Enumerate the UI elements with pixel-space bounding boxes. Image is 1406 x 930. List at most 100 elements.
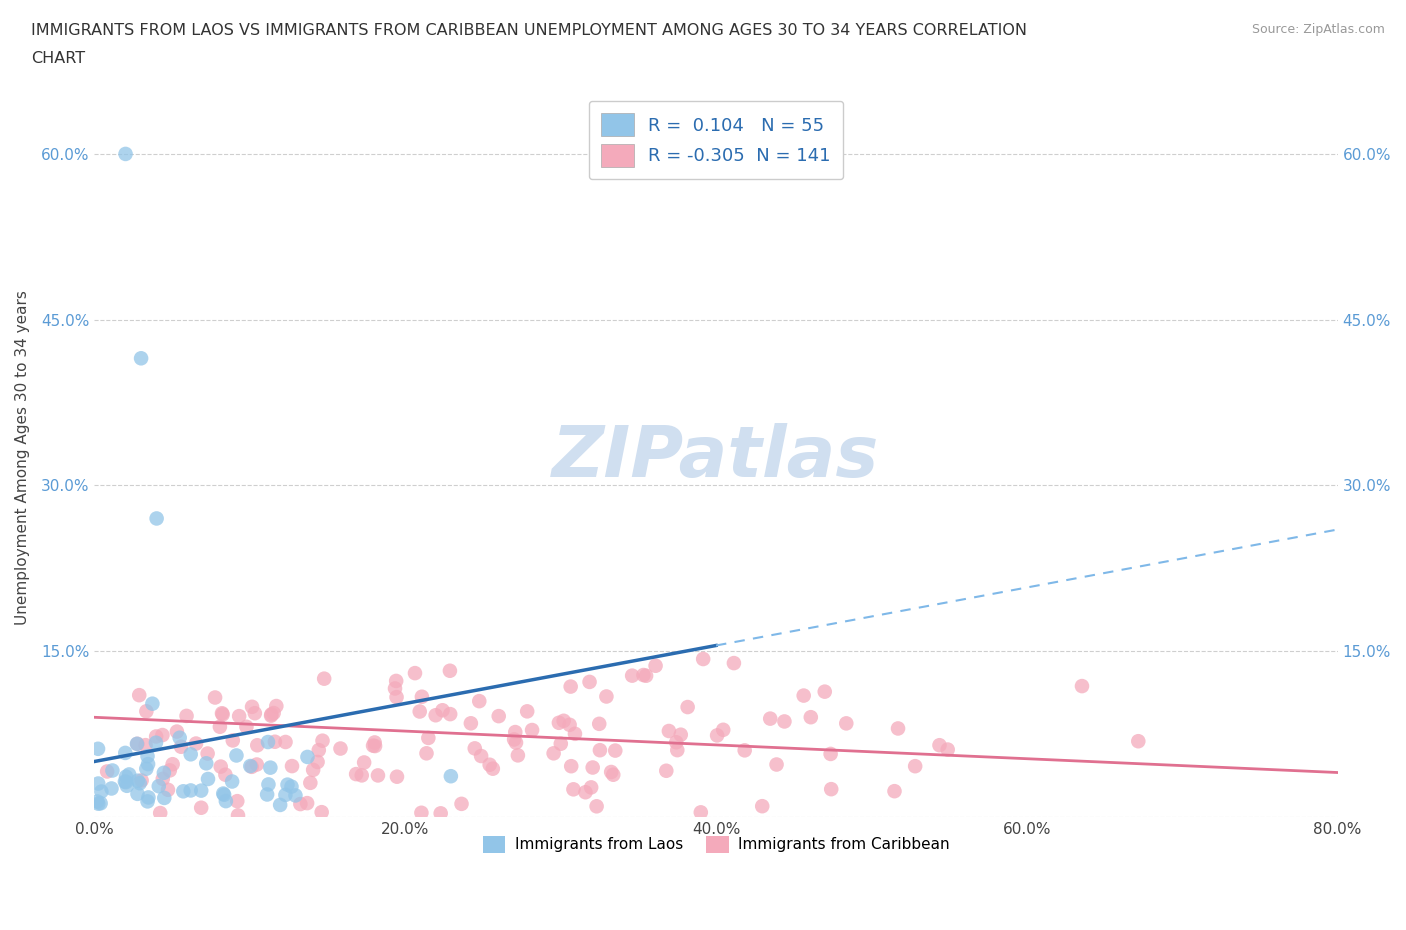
Point xyxy=(550,737,572,751)
Point xyxy=(145,736,167,751)
Point xyxy=(297,750,319,764)
Point xyxy=(621,668,644,683)
Point xyxy=(257,735,280,750)
Point xyxy=(676,699,699,714)
Point xyxy=(460,716,482,731)
Point xyxy=(578,674,600,689)
Point xyxy=(166,724,188,739)
Point xyxy=(548,715,571,730)
Point xyxy=(470,749,492,764)
Point xyxy=(503,724,526,739)
Point xyxy=(209,759,232,774)
Point xyxy=(595,689,617,704)
Point xyxy=(145,511,167,525)
Point xyxy=(363,735,385,750)
Point xyxy=(128,776,150,790)
Point xyxy=(156,782,179,797)
Point xyxy=(264,735,287,750)
Point xyxy=(228,709,250,724)
Point xyxy=(87,777,110,791)
Point xyxy=(127,773,149,788)
Point xyxy=(666,743,689,758)
Point xyxy=(411,805,433,820)
Point xyxy=(169,730,191,745)
Point xyxy=(353,755,375,770)
Point xyxy=(478,757,501,772)
Point xyxy=(411,689,433,704)
Point xyxy=(560,679,582,694)
Point xyxy=(439,663,461,678)
Point xyxy=(553,713,575,728)
Point xyxy=(488,709,510,724)
Point xyxy=(385,769,408,784)
Point xyxy=(440,769,463,784)
Point xyxy=(90,784,112,799)
Point xyxy=(280,779,302,794)
Point xyxy=(655,764,678,778)
Point xyxy=(215,793,238,808)
Point xyxy=(302,763,325,777)
Point xyxy=(170,739,193,754)
Point xyxy=(364,738,387,753)
Point xyxy=(212,788,235,803)
Point xyxy=(311,733,333,748)
Point xyxy=(311,804,333,819)
Point xyxy=(605,743,627,758)
Point xyxy=(115,778,138,793)
Point xyxy=(101,763,124,777)
Point xyxy=(759,711,782,726)
Point xyxy=(665,735,688,750)
Point xyxy=(928,737,950,752)
Point xyxy=(190,783,212,798)
Point xyxy=(468,694,491,709)
Point xyxy=(669,727,692,742)
Point xyxy=(128,687,150,702)
Point xyxy=(711,723,734,737)
Point xyxy=(281,759,304,774)
Point xyxy=(243,706,266,721)
Point xyxy=(582,760,605,775)
Point xyxy=(214,767,236,782)
Point xyxy=(240,760,263,775)
Point xyxy=(259,760,281,775)
Point xyxy=(197,746,219,761)
Point xyxy=(127,737,149,751)
Point xyxy=(138,790,160,804)
Point xyxy=(589,743,612,758)
Point xyxy=(135,762,157,777)
Point xyxy=(235,719,257,734)
Point xyxy=(266,698,288,713)
Point xyxy=(820,747,842,762)
Point xyxy=(221,774,243,789)
Point xyxy=(176,709,198,724)
Point xyxy=(350,768,373,783)
Legend: Immigrants from Laos, Immigrants from Caribbean: Immigrants from Laos, Immigrants from Ca… xyxy=(477,830,956,859)
Point xyxy=(516,704,538,719)
Point xyxy=(432,703,454,718)
Point xyxy=(180,783,202,798)
Point xyxy=(692,652,714,667)
Point xyxy=(307,754,329,769)
Point xyxy=(246,757,269,772)
Point xyxy=(212,786,235,801)
Point xyxy=(506,748,529,763)
Text: CHART: CHART xyxy=(31,51,84,66)
Point xyxy=(564,726,586,741)
Point xyxy=(145,729,167,744)
Point xyxy=(114,147,136,162)
Point xyxy=(290,797,312,812)
Point xyxy=(240,699,263,714)
Point xyxy=(574,785,596,800)
Point xyxy=(367,768,389,783)
Point xyxy=(425,708,447,723)
Point xyxy=(585,799,607,814)
Point xyxy=(658,724,681,738)
Point xyxy=(773,714,796,729)
Point xyxy=(211,706,233,721)
Point xyxy=(180,747,202,762)
Point xyxy=(114,774,136,789)
Point xyxy=(706,728,728,743)
Point xyxy=(765,757,787,772)
Point xyxy=(299,776,322,790)
Point xyxy=(1128,734,1150,749)
